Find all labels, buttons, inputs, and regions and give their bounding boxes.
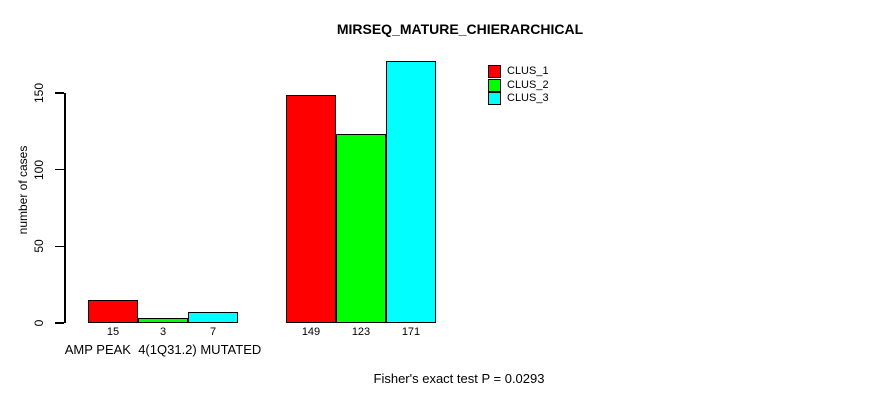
legend-swatch-CLUS_3	[488, 92, 501, 105]
y-axis-title: number of cases	[16, 145, 30, 235]
bar-value-label: 3	[159, 326, 167, 338]
legend-label-CLUS_2: CLUS_2	[507, 78, 549, 91]
y-tick-label: 100	[32, 159, 46, 180]
y-tick-mark	[55, 245, 64, 248]
y-tick-label: 0	[32, 319, 46, 327]
y-tick-mark	[55, 92, 64, 94]
bar-CLUS_2-group1	[138, 318, 188, 323]
y-tick-mark	[55, 322, 64, 324]
legend-swatch-CLUS_1	[488, 65, 501, 78]
y-tick-label: 50	[32, 239, 46, 254]
bar-CLUS_1-group2	[286, 94, 336, 323]
bar-CLUS_3-group1	[188, 312, 238, 323]
x-category-label: AMP PEAK 4(1Q31.2) MUTATED	[64, 342, 262, 357]
y-tick-mark	[55, 168, 64, 171]
bar-CLUS_1-group1	[88, 300, 138, 323]
legend-label-CLUS_1: CLUS_1	[507, 65, 549, 77]
y-axis-line	[64, 93, 66, 323]
legend-label-CLUS_3: CLUS_3	[507, 92, 549, 104]
chart-title: MIRSEQ_MATURE_CHIERARCHICAL	[336, 21, 584, 37]
bar-value-label: 149	[301, 326, 321, 338]
bar-CLUS_2-group2	[336, 134, 386, 323]
bar-value-label: 15	[106, 326, 120, 338]
bar-CLUS_3-group2	[386, 60, 436, 323]
legend-swatch-CLUS_2	[488, 78, 501, 92]
y-tick-label: 150	[32, 82, 46, 104]
bar-value-label: 171	[401, 326, 421, 338]
bar-value-label: 123	[351, 326, 371, 338]
bar-value-label: 7	[209, 326, 217, 338]
fisher-test-annotation: Fisher's exact test P = 0.0293	[373, 371, 545, 386]
